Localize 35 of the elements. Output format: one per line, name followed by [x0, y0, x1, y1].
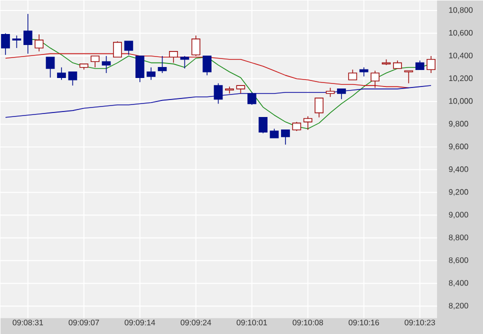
candlestick: [23, 13, 32, 54]
candlestick: [12, 35, 22, 48]
candlestick: [225, 86, 234, 94]
candlestick: [90, 56, 100, 68]
candlestick: [314, 98, 324, 118]
candlestick: [326, 87, 335, 98]
candlestick: [247, 92, 256, 106]
candlestick: [348, 69, 358, 80]
candlestick: [426, 56, 436, 74]
candlestick: [270, 128, 279, 138]
candlestick: [46, 56, 55, 78]
candlestick: [258, 116, 268, 134]
candlestick: [113, 40, 122, 58]
candlestick: [337, 88, 346, 100]
candlestick: [370, 70, 380, 88]
candlestick: [404, 70, 414, 84]
candlestick: [281, 129, 290, 145]
candlestick: [68, 71, 78, 86]
candlestick: [214, 82, 223, 104]
candlestick: [34, 34, 44, 52]
candlestick: [303, 116, 312, 130]
candlestick: [146, 66, 156, 80]
candlestick: [57, 66, 66, 80]
candlestick: [180, 56, 190, 69]
candlestick: [415, 60, 424, 70]
candlestick: [169, 50, 178, 64]
candlestick: [135, 56, 144, 82]
candlestick: [359, 66, 368, 77]
candlestick: [191, 35, 200, 56]
candlestick: [158, 56, 167, 74]
candlestick: [292, 121, 302, 132]
candlestick: [1, 32, 10, 56]
candlestick: [124, 40, 134, 56]
candlestick: [102, 56, 111, 74]
candlestick: [202, 56, 212, 76]
